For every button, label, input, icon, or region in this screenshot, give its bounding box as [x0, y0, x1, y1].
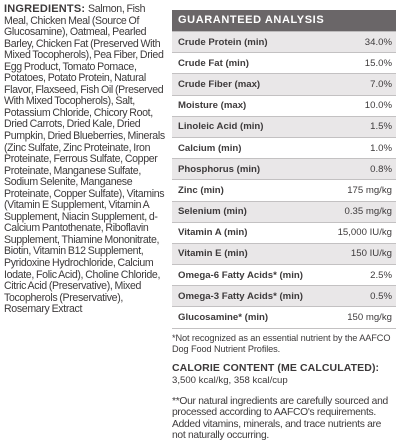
- nutrient-name: Linoleic Acid (min): [178, 121, 264, 133]
- table-row: Crude Protein (min) 34.0%: [172, 32, 396, 54]
- nutrient-name: Phosphorus (min): [178, 163, 261, 175]
- nutrient-value: 1.5%: [370, 121, 392, 133]
- table-row: Vitamin A (min) 15,000 IU/kg: [172, 222, 396, 244]
- nutrient-value: 175 mg/kg: [347, 184, 392, 196]
- nutrient-name: Selenium (min): [178, 206, 247, 218]
- nutrient-name: Vitamin E (min): [178, 248, 248, 260]
- nutrient-value: 15,000 IU/kg: [337, 227, 392, 239]
- nutrient-value: 150 mg/kg: [347, 312, 392, 324]
- table-row: Phosphorus (min) 0.8%: [172, 159, 396, 181]
- nutrient-value: 2.5%: [370, 269, 392, 281]
- ingredients-panel: INGREDIENTS: Salmon, Fish Meal, Chicken …: [4, 3, 166, 316]
- aafco-note: *Not recognized as an essential nutrient…: [172, 332, 391, 355]
- table-row: Omega-6 Fatty Acids* (min) 2.5%: [172, 265, 396, 287]
- nutrient-name: Moisture (max): [178, 100, 247, 112]
- nutrient-name: Crude Protein (min): [178, 36, 268, 48]
- nutrient-value: 0.5%: [370, 290, 392, 302]
- analysis-table: Crude Protein (min) 34.0% Crude Fat (min) 1…: [172, 31, 396, 329]
- nutrient-name: Zinc (min): [178, 184, 224, 196]
- table-row: Zinc (min) 175 mg/kg: [172, 180, 396, 202]
- nutrient-value: 150 IU/kg: [350, 248, 392, 260]
- nutrient-value: 7.0%: [370, 78, 392, 90]
- nutrient-name: Crude Fat (min): [178, 57, 249, 69]
- guaranteed-analysis-title: GUARANTEED ANALYSIS: [172, 10, 396, 31]
- ingredients-text: Salmon, Fish Meal, Chicken Meal (Source …: [4, 3, 165, 316]
- nutrient-name: Omega-6 Fatty Acids* (min): [178, 269, 303, 281]
- table-row: Selenium (min) 0.35 mg/kg: [172, 201, 396, 223]
- table-row: Crude Fat (min) 15.0%: [172, 53, 396, 75]
- table-row: Omega-3 Fatty Acids* (min) 0.5%: [172, 286, 396, 308]
- table-row: Vitamin E (min) 150 IU/kg: [172, 243, 396, 266]
- nutrient-value: 34.0%: [364, 36, 392, 48]
- nutrient-value: 1.0%: [370, 142, 392, 154]
- nutrient-name: Omega-3 Fatty Acids* (min): [178, 290, 303, 302]
- nutrient-value: 0.35 mg/kg: [344, 206, 392, 218]
- table-row: Crude Fiber (max) 7.0%: [172, 74, 396, 96]
- guaranteed-analysis-panel: GUARANTEED ANALYSIS Crude Protein (min) 3…: [172, 10, 396, 442]
- calorie-content-title: CALORIE CONTENT (ME CALCULATED):: [172, 361, 380, 374]
- table-row: Calcium (min) 1.0%: [172, 137, 396, 160]
- table-row: Glucosamine* (min) 150 mg/kg: [172, 307, 396, 329]
- natural-ingredients-footnote: **Our natural ingredients are carefully …: [172, 395, 388, 442]
- nutrient-name: Calcium (min): [178, 142, 242, 154]
- nutrient-name: Glucosamine* (min): [178, 312, 269, 324]
- table-row: Linoleic Acid (min) 1.5%: [172, 116, 396, 138]
- table-row: Moisture (max) 10.0%: [172, 95, 396, 117]
- nutrient-value: 10.0%: [364, 100, 392, 112]
- nutrient-value: 0.8%: [370, 163, 392, 175]
- nutrient-name: Crude Fiber (max): [178, 78, 261, 90]
- calorie-content-value: 3,500 kcal/kg, 358 kcal/cup: [172, 374, 288, 386]
- nutrient-value: 15.0%: [364, 57, 392, 69]
- nutrient-name: Vitamin A (min): [178, 227, 248, 239]
- ingredients-heading: INGREDIENTS:: [4, 3, 88, 15]
